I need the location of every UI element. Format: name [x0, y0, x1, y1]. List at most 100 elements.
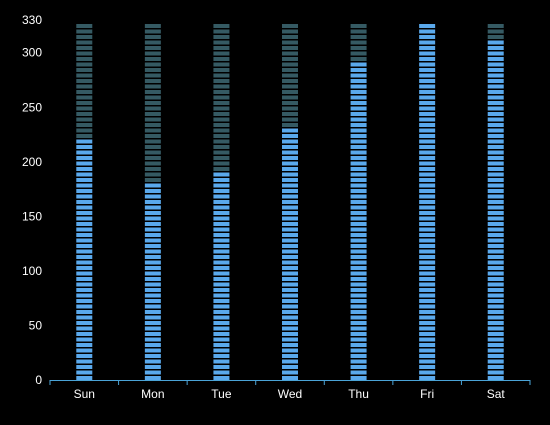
bar-segment-filled-sat-2 — [487, 365, 504, 369]
bar-segment-filled-fri-33 — [419, 194, 436, 199]
bar-segment-filled-sat-35 — [487, 183, 504, 188]
bar-segment-empty-thu-64 — [350, 24, 367, 28]
bar-segment-filled-sun-30 — [76, 211, 93, 215]
bar-segment-filled-tue-37 — [213, 172, 230, 177]
y-tick-label: 50 — [29, 318, 43, 332]
bar-segment-empty-wed-56 — [282, 68, 298, 72]
bar-segment-empty-mon-58 — [144, 57, 161, 61]
bar-segment-filled-sat-59 — [487, 51, 504, 56]
bar-segment-filled-fri-13 — [419, 304, 436, 309]
bar-segment-filled-fri-3 — [419, 359, 436, 364]
bar-segment-empty-sun-60 — [76, 46, 93, 50]
bar-segment-filled-sun-2 — [76, 365, 93, 369]
bar-segment-filled-sat-10 — [487, 321, 504, 325]
bar-segment-filled-fri-5 — [419, 348, 436, 353]
bar-segment-filled-wed-2 — [282, 365, 298, 369]
bar-segment-filled-fri-38 — [419, 167, 436, 171]
bar-segment-filled-sun-25 — [76, 238, 93, 243]
bar-segment-filled-mon-12 — [144, 310, 161, 314]
bar-segment-filled-sat-6 — [487, 343, 504, 347]
bar-segment-empty-mon-37 — [144, 172, 161, 177]
bar-segment-filled-sun-0 — [76, 376, 93, 380]
bar-segment-filled-sat-25 — [487, 238, 504, 243]
bar-segment-filled-fri-37 — [419, 172, 436, 177]
bar-segment-empty-mon-40 — [144, 156, 161, 160]
bar-segment-filled-wed-34 — [282, 189, 298, 193]
bar-segment-filled-wed-14 — [282, 299, 298, 303]
bar-segment-empty-mon-53 — [144, 84, 161, 89]
bar-segment-filled-sun-16 — [76, 288, 93, 292]
bar-segment-filled-wed-36 — [282, 178, 298, 182]
bar-segment-empty-tue-51 — [213, 95, 230, 100]
bar-segment-empty-thu-61 — [350, 40, 367, 45]
bar-segment-filled-thu-22 — [350, 255, 367, 259]
bar-segment-filled-sun-38 — [76, 167, 93, 171]
bar-segment-filled-thu-6 — [350, 343, 367, 347]
bar-segment-filled-thu-18 — [350, 277, 367, 281]
bar-segment-filled-thu-20 — [350, 266, 367, 270]
bar-segment-filled-thu-33 — [350, 194, 367, 199]
bar-segment-filled-wed-28 — [282, 222, 298, 226]
bar-segment-filled-sat-31 — [487, 205, 504, 210]
bar-segment-empty-tue-53 — [213, 84, 230, 89]
bar-segment-filled-tue-6 — [213, 343, 230, 347]
bar-segment-filled-wed-13 — [282, 304, 298, 309]
x-tick-label-thu: Thu — [348, 387, 369, 401]
bar-segment-empty-mon-42 — [144, 145, 161, 149]
bar-segment-empty-mon-56 — [144, 68, 161, 72]
bar-segment-filled-mon-2 — [144, 365, 161, 369]
bar-segment-filled-fri-14 — [419, 299, 436, 303]
bar-segment-filled-sun-3 — [76, 359, 93, 364]
bar-segment-filled-mon-5 — [144, 348, 161, 353]
bar-segment-filled-thu-29 — [350, 216, 367, 221]
bar-segment-empty-mon-55 — [144, 73, 161, 78]
bar-segment-filled-mon-10 — [144, 321, 161, 325]
bar-segment-filled-wed-39 — [282, 161, 298, 166]
bar-segment-filled-wed-0 — [282, 376, 298, 380]
bar-segment-filled-sat-24 — [487, 244, 504, 248]
bar-segment-filled-fri-36 — [419, 178, 436, 182]
bar-segment-filled-fri-64 — [419, 24, 436, 28]
bar-segment-filled-fri-26 — [419, 233, 436, 237]
bar-segment-filled-mon-17 — [144, 282, 161, 287]
bar-segment-filled-wed-17 — [282, 282, 298, 287]
bar-segment-empty-mon-49 — [144, 106, 161, 111]
bar-segment-filled-thu-25 — [350, 238, 367, 243]
bar-segment-filled-sun-13 — [76, 304, 93, 309]
bar-segment-filled-sat-58 — [487, 57, 504, 61]
bar-segment-empty-tue-49 — [213, 106, 230, 111]
bar-segment-filled-wed-16 — [282, 288, 298, 292]
bar-segment-filled-mon-0 — [144, 376, 161, 380]
bar-segment-filled-wed-43 — [282, 139, 298, 144]
bar-segment-filled-sun-33 — [76, 194, 93, 199]
bar-segment-empty-tue-41 — [213, 150, 230, 155]
bar-segment-filled-sun-18 — [76, 277, 93, 281]
bar-segment-empty-tue-46 — [213, 123, 230, 127]
bar-segment-empty-tue-38 — [213, 167, 230, 171]
bar-segment-filled-fri-21 — [419, 260, 436, 265]
bar-segment-filled-tue-17 — [213, 282, 230, 287]
bar-segment-filled-fri-0 — [419, 376, 436, 380]
bar-segment-filled-wed-5 — [282, 348, 298, 353]
bar-segment-empty-mon-60 — [144, 46, 161, 50]
bar-segment-filled-fri-61 — [419, 40, 436, 45]
bar-segment-filled-thu-5 — [350, 348, 367, 353]
bar-segment-filled-fri-10 — [419, 321, 436, 325]
bar-segment-filled-thu-4 — [350, 354, 367, 358]
bar-segment-filled-thu-56 — [350, 68, 367, 72]
bar-segment-filled-fri-48 — [419, 112, 436, 116]
bar-segment-filled-sat-57 — [487, 62, 504, 67]
bar-segment-filled-fri-63 — [419, 29, 436, 34]
bar-segment-filled-sun-26 — [76, 233, 93, 237]
bar-segment-filled-thu-7 — [350, 337, 367, 342]
bar-segment-filled-thu-30 — [350, 211, 367, 215]
bar-segment-empty-sun-46 — [76, 123, 93, 127]
bar-segment-filled-sat-30 — [487, 211, 504, 215]
bar-segment-filled-sat-36 — [487, 178, 504, 182]
bar-segment-empty-sun-45 — [76, 128, 93, 133]
bar-segment-filled-tue-4 — [213, 354, 230, 358]
bar-segment-filled-sat-50 — [487, 101, 504, 105]
bar-mon — [144, 24, 161, 380]
bar-segment-filled-fri-57 — [419, 62, 436, 67]
